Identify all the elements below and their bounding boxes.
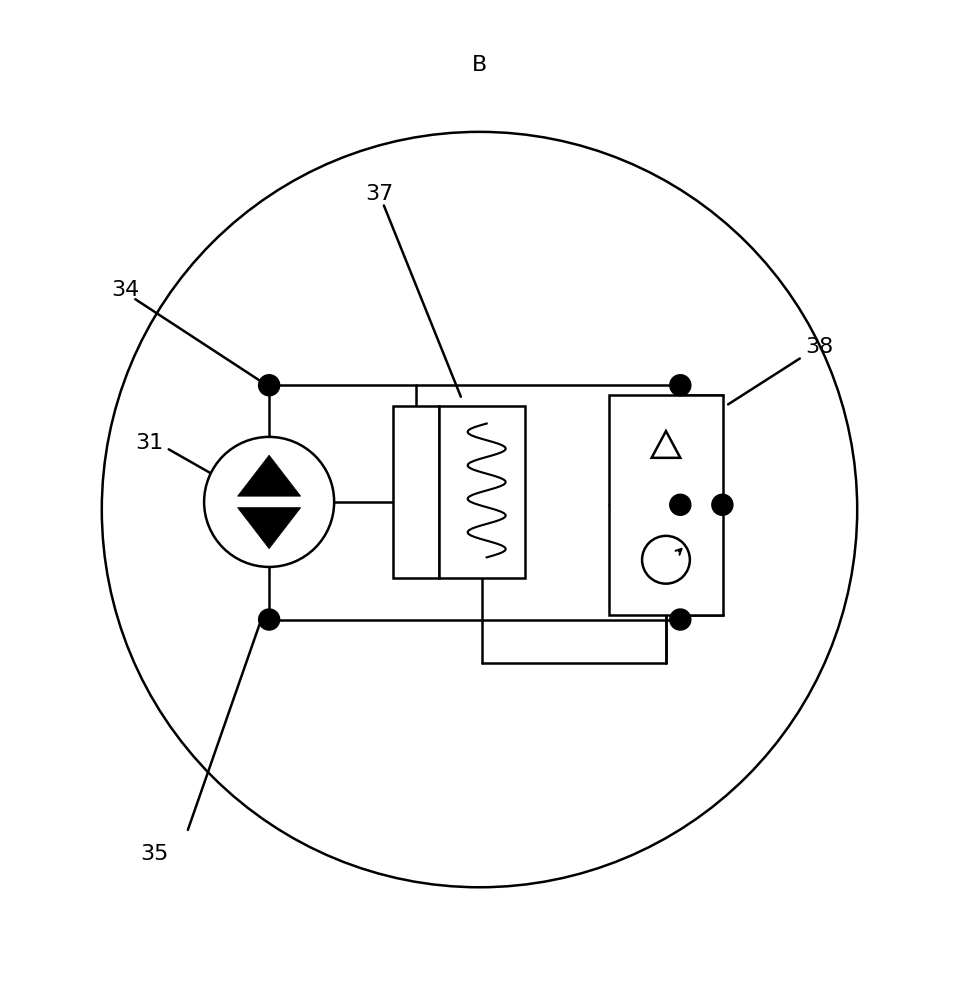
Text: 37: 37 (365, 184, 393, 204)
Circle shape (669, 494, 690, 515)
Circle shape (643, 536, 690, 584)
Bar (393, 406, 439, 578)
Text: 35: 35 (140, 844, 169, 864)
Circle shape (259, 609, 280, 630)
Text: 31: 31 (135, 433, 164, 453)
Bar (609, 395, 723, 615)
Circle shape (669, 609, 690, 630)
Text: 38: 38 (805, 337, 833, 357)
Circle shape (669, 375, 690, 396)
Circle shape (259, 375, 280, 396)
Polygon shape (238, 455, 301, 496)
Circle shape (204, 437, 334, 567)
Text: 34: 34 (111, 280, 140, 300)
Bar (439, 406, 526, 578)
Circle shape (712, 494, 733, 515)
Polygon shape (651, 431, 680, 458)
Polygon shape (238, 508, 301, 549)
Text: B: B (472, 55, 487, 75)
